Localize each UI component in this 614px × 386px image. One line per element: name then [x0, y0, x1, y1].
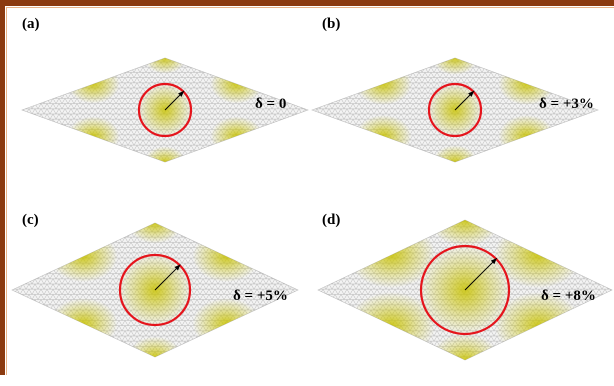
corner-glow-bottom: [127, 336, 183, 357]
strain-label-c: δ = +5%: [233, 288, 288, 304]
arrowhead-icon: [490, 258, 497, 265]
corner-glow-top: [429, 220, 501, 247]
domain-ring: [137, 82, 193, 138]
corner-glow-lower-right: [498, 115, 555, 157]
panel-c: (c) δ = +5%: [5, 206, 305, 386]
corner-glow-bottom: [432, 145, 478, 162]
corner-glow-bottom: [144, 146, 186, 162]
panel-label-c: (c): [22, 212, 39, 228]
panel-b: (b) δ = +3%: [305, 10, 605, 190]
panel-a: (a) δ = 0: [5, 10, 309, 190]
panel-d: (d) δ = +8%: [305, 206, 613, 386]
corner-glow-upper-left: [49, 231, 118, 282]
corner-glow-lower-left: [49, 298, 118, 349]
domain-ring: [118, 253, 192, 327]
corner-glow-lower-left: [355, 115, 412, 157]
panel-label-a: (a): [22, 16, 40, 32]
corner-glow-upper-left: [355, 63, 412, 105]
figure: (a) δ = 0 (b) δ = +3% (c) δ = +5% (d) δ …: [0, 0, 614, 375]
strain-label-b: δ = +3%: [539, 96, 594, 112]
domain-ring: [419, 244, 511, 336]
lattice-diagram-c: [11, 222, 299, 358]
corner-glow-top: [432, 58, 478, 75]
corner-glow-bottom: [429, 333, 501, 360]
strain-label-d: δ = +8%: [541, 288, 596, 304]
corner-glow-lower-right: [210, 116, 263, 156]
corner-glow-top: [144, 58, 186, 74]
panel-label-d: (d): [322, 212, 341, 228]
corner-glow-lower-left: [67, 116, 120, 156]
lattice-diagram-b: [311, 57, 599, 163]
corner-glow-upper-left: [67, 64, 120, 104]
panel-label-b: (b): [322, 16, 341, 32]
corner-glow-lower-right: [192, 298, 261, 349]
arrowhead-icon: [468, 90, 475, 97]
lattice-diagram-d: [317, 219, 613, 361]
corner-glow-upper-right: [192, 231, 261, 282]
lattice-diagram-a: [21, 57, 309, 163]
arrowhead-icon: [174, 264, 181, 271]
domain-ring: [427, 82, 483, 138]
radius-arrow: [464, 257, 498, 291]
arrowhead-icon: [178, 90, 185, 97]
radius-arrow: [154, 264, 181, 291]
corner-glow-top: [127, 223, 183, 244]
strain-label-a: δ = 0: [255, 96, 287, 112]
